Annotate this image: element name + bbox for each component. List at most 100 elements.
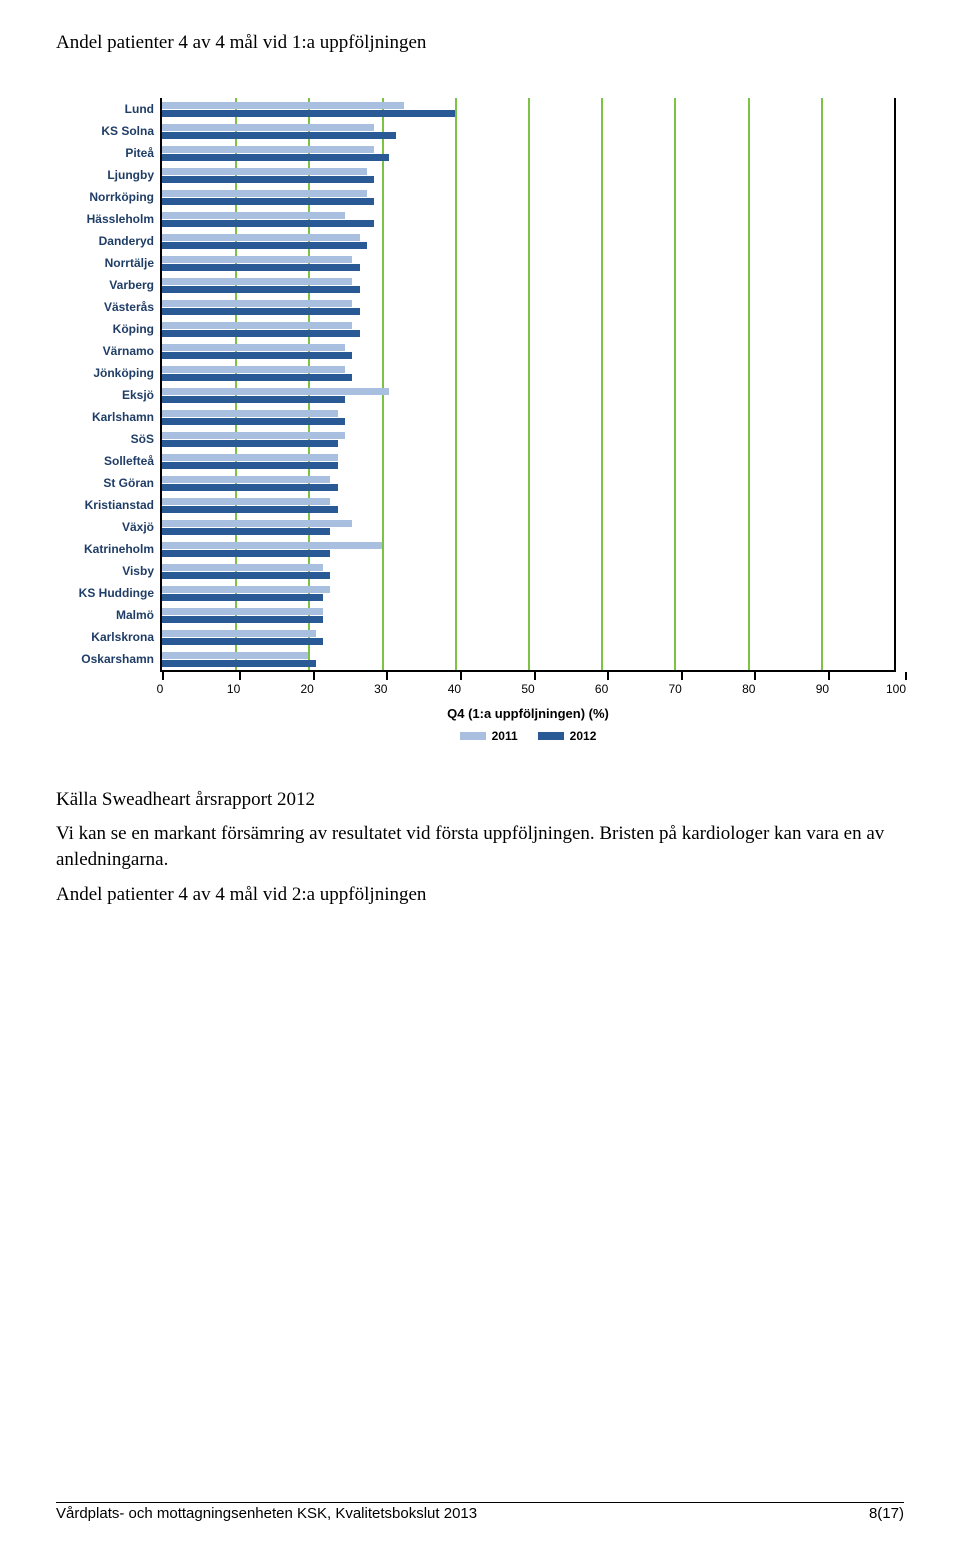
bar-2011 [162, 498, 330, 505]
bar-2012 [162, 176, 374, 183]
x-tick-label: 70 [669, 682, 682, 696]
x-tick-label: 60 [595, 682, 608, 696]
page-footer: Vårdplats- och mottagningsenheten KSK, K… [56, 1502, 904, 1522]
footer-left: Vårdplats- och mottagningsenheten KSK, K… [56, 1505, 477, 1522]
bar-row [162, 318, 894, 340]
bar-2012 [162, 660, 316, 667]
category-label: Norrköping [56, 186, 160, 208]
bar-row [162, 604, 894, 626]
bar-2011 [162, 234, 360, 241]
bar-2012 [162, 286, 360, 293]
x-tick: 0 [160, 672, 167, 696]
legend-item-2011: 2011 [460, 729, 518, 743]
bar-2012 [162, 506, 338, 513]
page-title: Andel patienter 4 av 4 mål vid 1:a uppfö… [56, 32, 904, 54]
bar-2011 [162, 542, 382, 549]
bar-row [162, 98, 894, 120]
category-label: Hässleholm [56, 208, 160, 230]
legend-item-2012: 2012 [538, 729, 597, 743]
x-tick: 10 [234, 672, 247, 696]
bar-2011 [162, 300, 352, 307]
bar-2011 [162, 520, 352, 527]
bar-2012 [162, 484, 338, 491]
bar-2011 [162, 454, 338, 461]
bar-row [162, 516, 894, 538]
x-tick: 90 [822, 672, 835, 696]
x-axis-label: Q4 (1:a uppföljningen) (%) [160, 706, 896, 721]
bar-row [162, 384, 894, 406]
bar-2012 [162, 572, 330, 579]
category-label: Jönköping [56, 362, 160, 384]
bar-2011 [162, 476, 330, 483]
bar-2012 [162, 440, 338, 447]
bar-row [162, 164, 894, 186]
bar-2012 [162, 396, 345, 403]
category-label: SöS [56, 428, 160, 450]
page: Andel patienter 4 av 4 mål vid 1:a uppfö… [0, 0, 960, 1552]
bar-2012 [162, 308, 360, 315]
bar-2011 [162, 190, 367, 197]
bar-2011 [162, 586, 330, 593]
bar-2011 [162, 256, 352, 263]
legend-label-2011: 2011 [492, 729, 518, 743]
bar-row [162, 186, 894, 208]
plot-area [160, 98, 896, 670]
bar-row [162, 428, 894, 450]
bar-2011 [162, 146, 374, 153]
x-tick-label: 40 [448, 682, 461, 696]
category-label: Kristianstad [56, 494, 160, 516]
category-label: Norrtälje [56, 252, 160, 274]
bar-2012 [162, 352, 352, 359]
bar-2012 [162, 330, 360, 337]
category-label: Katrineholm [56, 538, 160, 560]
x-tick: 70 [675, 672, 688, 696]
category-label: Oskarshamn [56, 648, 160, 670]
bar-row [162, 208, 894, 230]
x-tick-label: 20 [301, 682, 314, 696]
category-label: Köping [56, 318, 160, 340]
category-label: Piteå [56, 142, 160, 164]
bar-2012 [162, 462, 338, 469]
chart-caption: Källa Sweadheart årsrapport 2012 [56, 789, 904, 811]
bar-2011 [162, 630, 316, 637]
x-axis-row: 0102030405060708090100 [56, 670, 896, 708]
bar-2012 [162, 242, 367, 249]
bar-2011 [162, 564, 323, 571]
bar-2012 [162, 264, 360, 271]
x-tick: 20 [307, 672, 320, 696]
bar-row [162, 120, 894, 142]
bar-row [162, 560, 894, 582]
bar-2012 [162, 110, 455, 117]
category-label: Lund [56, 98, 160, 120]
bar-row [162, 494, 894, 516]
bar-2011 [162, 278, 352, 285]
x-tick-label: 80 [742, 682, 755, 696]
bar-row [162, 450, 894, 472]
bar-2012 [162, 550, 330, 557]
x-axis: 0102030405060708090100 [160, 670, 896, 708]
legend-swatch-2011 [460, 732, 486, 740]
category-label: KS Solna [56, 120, 160, 142]
x-tick: 50 [528, 672, 541, 696]
x-tick: 80 [749, 672, 762, 696]
legend-label-2012: 2012 [570, 729, 597, 743]
bar-row [162, 142, 894, 164]
bar-row [162, 582, 894, 604]
bar-2012 [162, 528, 330, 535]
bar-2012 [162, 418, 345, 425]
bar-2012 [162, 132, 396, 139]
legend-swatch-2012 [538, 732, 564, 740]
subtitle-2: Andel patienter 4 av 4 mål vid 2:a uppfö… [56, 882, 904, 908]
x-tick-label: 50 [521, 682, 534, 696]
body-paragraph: Vi kan se en markant försämring av resul… [56, 821, 904, 872]
bar-row [162, 230, 894, 252]
x-axis-label-row: Q4 (1:a uppföljningen) (%) [56, 708, 896, 721]
bar-chart: LundKS SolnaPiteåLjungbyNorrköpingHässle… [56, 98, 896, 743]
bar-row [162, 252, 894, 274]
bar-2011 [162, 102, 404, 109]
bar-2012 [162, 154, 389, 161]
category-label: St Göran [56, 472, 160, 494]
category-label: Växjö [56, 516, 160, 538]
category-label: Danderyd [56, 230, 160, 252]
x-tick-label: 10 [227, 682, 240, 696]
